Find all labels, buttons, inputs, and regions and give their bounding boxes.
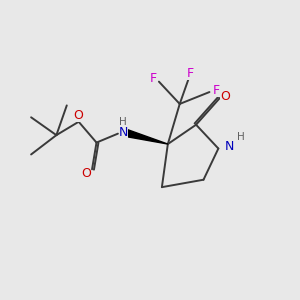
Text: O: O — [81, 167, 91, 180]
Text: O: O — [220, 90, 230, 103]
Text: H: H — [119, 117, 127, 127]
Text: F: F — [150, 72, 157, 85]
Text: O: O — [74, 109, 84, 122]
Text: N: N — [118, 126, 128, 139]
Text: F: F — [187, 67, 194, 80]
Text: H: H — [237, 132, 244, 142]
Text: N: N — [225, 140, 234, 153]
Polygon shape — [122, 128, 168, 144]
Text: F: F — [212, 84, 220, 97]
